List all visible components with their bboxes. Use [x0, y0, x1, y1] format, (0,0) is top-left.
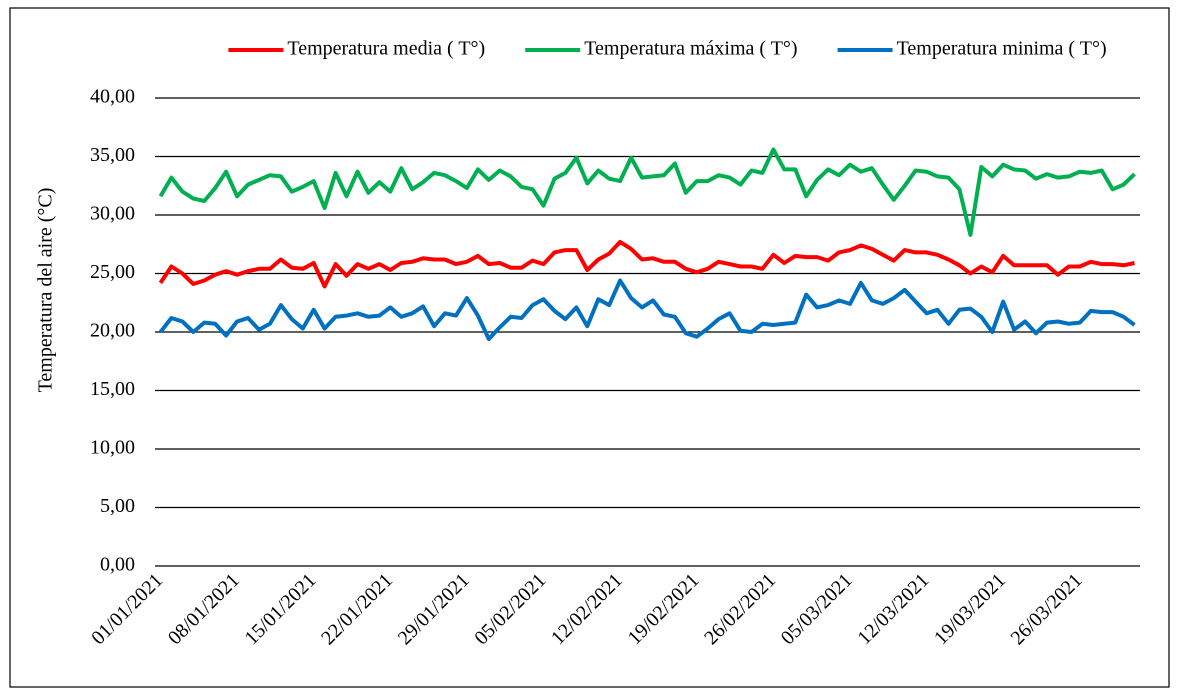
y-tick-label: 10,00: [90, 437, 135, 459]
y-tick-label: 0,00: [100, 554, 135, 576]
legend-label: Temperatura minima ( T°): [897, 38, 1107, 60]
y-tick-label: 20,00: [90, 320, 135, 342]
series-line: [158, 239, 1135, 289]
legend-label: Temperatura máxima ( T°): [584, 38, 797, 60]
y-axis-title: Temperatura del aire (°C): [35, 188, 57, 393]
y-tick-label: 15,00: [90, 378, 135, 400]
y-tick-label: 25,00: [90, 261, 135, 283]
chart-border: [9, 7, 1170, 688]
series-line: [158, 147, 1136, 237]
series-line: [158, 278, 1136, 341]
y-tick-label: 30,00: [90, 203, 135, 225]
y-tick-label: 5,00: [100, 495, 135, 517]
y-tick-label: 40,00: [90, 86, 135, 108]
legend-label: Temperatura media ( T°): [287, 38, 485, 60]
y-tick-label: 35,00: [90, 144, 135, 166]
